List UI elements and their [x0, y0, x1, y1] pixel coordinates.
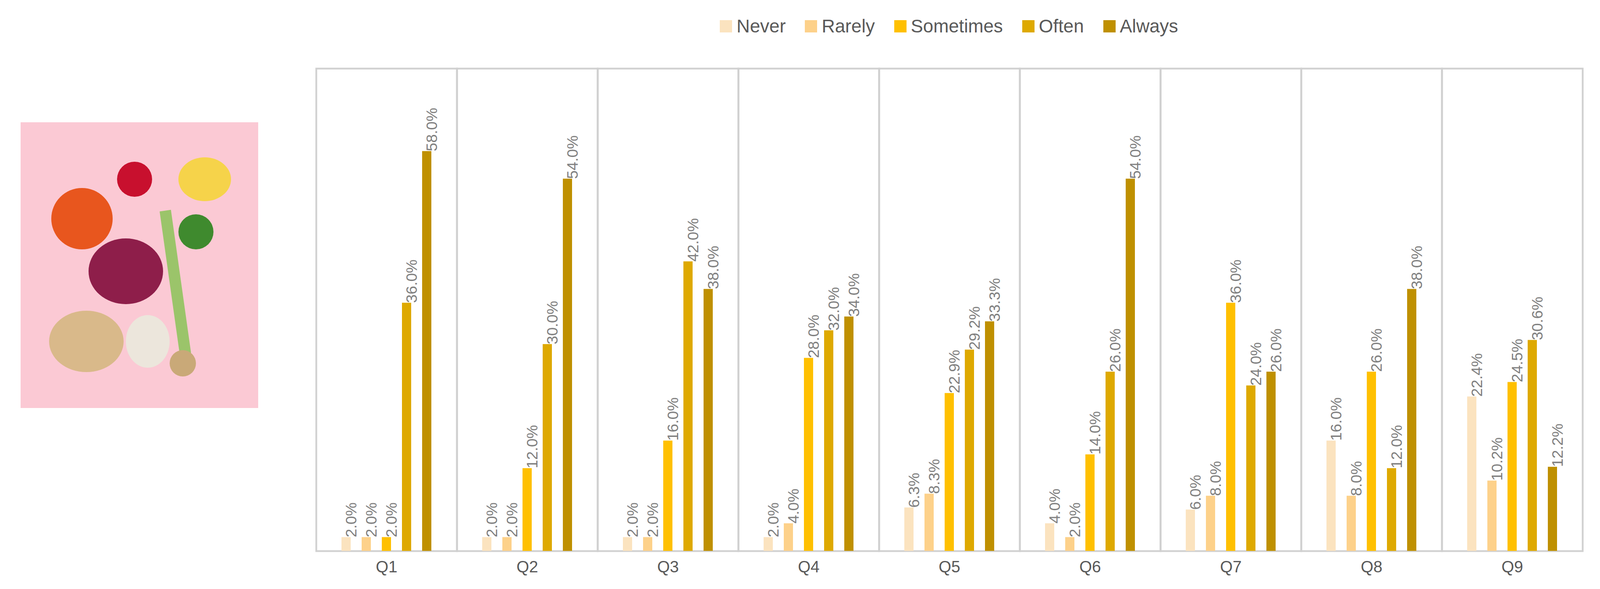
- svg-text:38.0%: 38.0%: [704, 245, 722, 290]
- html-text:Often: Often: [1038, 15, 1084, 37]
- svg-text:6.0%: 6.0%: [1186, 474, 1204, 510]
- svg-text:26.0%: 26.0%: [1267, 328, 1285, 372]
- svg-text:58.0%: 58.0%: [423, 107, 441, 152]
- svg-text:Q8: Q8: [1360, 558, 1383, 576]
- svg-text:2.0%: 2.0%: [1066, 502, 1084, 538]
- svg-text:14.0%: 14.0%: [1086, 411, 1104, 455]
- html-text:Rarely: Rarely: [821, 15, 875, 37]
- svg-text:24.0%: 24.0%: [1247, 342, 1265, 386]
- svg-text:2.0%: 2.0%: [643, 502, 662, 538]
- svg-text:2.0%: 2.0%: [623, 502, 641, 538]
- svg-text:26.0%: 26.0%: [1367, 328, 1385, 372]
- svg-text:8.0%: 8.0%: [1347, 461, 1365, 497]
- svg-text:12.0%: 12.0%: [1387, 425, 1405, 469]
- svg-text:Q3: Q3: [657, 558, 679, 576]
- html-text:Always: Always: [1119, 15, 1179, 37]
- svg-text:36.0%: 36.0%: [1226, 259, 1245, 303]
- svg-text:28.0%: 28.0%: [804, 314, 822, 359]
- svg-text:2.0%: 2.0%: [342, 502, 360, 538]
- svg-text:42.0%: 42.0%: [684, 218, 702, 262]
- svg-text:12.0%: 12.0%: [523, 425, 541, 469]
- svg-text:Q9: Q9: [1501, 558, 1523, 576]
- svg-text:4.0%: 4.0%: [784, 488, 802, 524]
- svg-text:16.0%: 16.0%: [664, 397, 682, 441]
- svg-text:Q4: Q4: [797, 558, 820, 576]
- svg-text:54.0%: 54.0%: [1126, 135, 1144, 179]
- svg-text:38.0%: 38.0%: [1408, 245, 1426, 290]
- svg-text:2.0%: 2.0%: [483, 502, 501, 538]
- svg-text:2.0%: 2.0%: [382, 502, 400, 538]
- svg-text:2.0%: 2.0%: [362, 502, 380, 538]
- svg-text:12.2%: 12.2%: [1548, 423, 1566, 467]
- svg-text:Q1: Q1: [375, 558, 398, 576]
- svg-text:16.0%: 16.0%: [1327, 397, 1345, 441]
- svg-text:24.5%: 24.5%: [1508, 338, 1526, 383]
- svg-text:30.6%: 30.6%: [1528, 296, 1546, 341]
- svg-text:22.4%: 22.4%: [1468, 353, 1486, 397]
- svg-text:54.0%: 54.0%: [563, 135, 581, 179]
- svg-text:6.3%: 6.3%: [905, 472, 923, 509]
- svg-text:10.2%: 10.2%: [1488, 437, 1506, 481]
- svg-text:Q5: Q5: [938, 558, 960, 576]
- svg-text:Q6: Q6: [1079, 558, 1101, 576]
- svg-text:2.0%: 2.0%: [764, 502, 782, 538]
- svg-text:32.0%: 32.0%: [824, 287, 843, 331]
- html-text:Never: Never: [736, 15, 786, 37]
- svg-text:2.0%: 2.0%: [503, 502, 521, 538]
- svg-text:30.0%: 30.0%: [543, 300, 561, 345]
- html-text:Sometimes: Sometimes: [910, 15, 1003, 37]
- svg-text:26.0%: 26.0%: [1106, 328, 1124, 372]
- svg-text:4.0%: 4.0%: [1045, 488, 1064, 524]
- svg-text:34.0%: 34.0%: [845, 273, 863, 317]
- svg-text:Q7: Q7: [1219, 558, 1242, 576]
- svg-text:Q2: Q2: [516, 558, 538, 576]
- svg-text:33.3%: 33.3%: [985, 277, 1003, 322]
- svg-text:8.0%: 8.0%: [1206, 461, 1224, 497]
- svg-text:36.0%: 36.0%: [402, 259, 420, 303]
- svg-text:8.3%: 8.3%: [925, 458, 943, 495]
- svg-text:29.2%: 29.2%: [965, 306, 983, 350]
- svg-text:22.9%: 22.9%: [945, 349, 963, 394]
